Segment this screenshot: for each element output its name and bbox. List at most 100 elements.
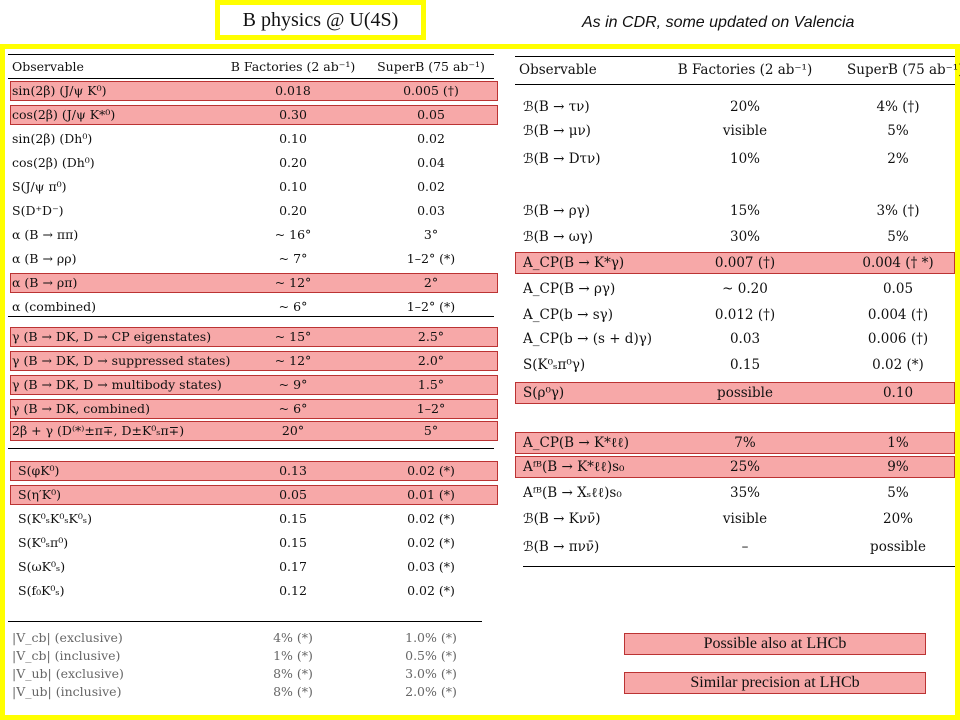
bfactories-cell: 0.05 [279, 487, 307, 502]
highlight-lhcb [10, 375, 498, 395]
observable-cell: α (B → ρρ) [12, 251, 77, 266]
observable-cell: γ (B → DK, D → multibody states) [12, 377, 222, 392]
superb-cell: 0.02 (*) [872, 357, 924, 373]
superb-cell: 3° [423, 227, 439, 242]
highlight-lhcb [515, 456, 955, 478]
observable-cell: sin(2β) (J/ψ K⁰) [12, 83, 107, 98]
highlight-lhcb [10, 351, 498, 371]
bfactories-cell: 7% [734, 435, 756, 451]
table-row: ℬ(B → ωγ) 30% 5% [515, 228, 955, 246]
observable-cell: ℬ(B → Dτν) [523, 151, 601, 167]
table-rule [8, 621, 482, 622]
superb-cell: 0.006 (†) [867, 331, 929, 347]
observable-cell: S(J/ψ π⁰) [12, 179, 67, 194]
highlight-lhcb [10, 485, 498, 505]
superb-cell: 0.01 (*) [407, 487, 455, 502]
superb-cell: 20% [882, 511, 913, 527]
superb-cell: 3% (†) [876, 203, 920, 219]
table-rule [8, 54, 494, 55]
observable-cell: γ (B → DK, D → suppressed states) [12, 353, 231, 368]
bfactories-cell: 0.10 [279, 131, 307, 146]
table-row: cos(2β) (Dh⁰) 0.20 0.04 [8, 154, 494, 172]
superb-cell: 1–2° (*) [406, 251, 456, 266]
highlight-lhcb [10, 273, 498, 293]
right-table: Observable B Factories (2 ab⁻¹) SuperB (… [515, 54, 960, 574]
table-rule [515, 56, 955, 57]
bfactories-cell: 8% (*) [273, 684, 313, 699]
bfactories-cell: 0.007 (†) [714, 255, 776, 271]
bfactories-cell: 0.30 [279, 107, 307, 122]
bfactories-cell: 0.20 [279, 155, 307, 170]
observable-cell: S(φK⁰) [18, 463, 60, 478]
observable-cell: γ (B → DK, D → CP eigenstates) [12, 329, 212, 344]
observable-cell: A_CP(b → (s + d)γ) [523, 331, 653, 347]
superb-cell: 0.03 [417, 203, 445, 218]
table-row: S(D⁺D⁻) 0.20 0.03 [8, 202, 494, 220]
observable-cell: S(K⁰ₛπ⁰) [18, 535, 69, 550]
table-rule [8, 448, 494, 449]
bfactories-cell: 0.13 [279, 463, 307, 478]
superb-cell: 0.02 (*) [407, 511, 455, 526]
table-row: α (combined) ~ 6° 1–2° (*) [8, 298, 494, 316]
highlight-lhcb [10, 399, 498, 419]
observable-cell: γ (B → DK, combined) [12, 401, 150, 416]
superb-cell: 0.10 [882, 385, 914, 401]
table-row: A_CP(b → sγ) 0.012 (†) 0.004 (†) [515, 306, 955, 324]
observable-cell: A_CP(B → K*ℓℓ) [523, 435, 630, 451]
observable-cell: cos(2β) (Dh⁰) [12, 155, 95, 170]
table-header-row: Observable B Factories (2 ab⁻¹) SuperB (… [515, 61, 960, 79]
table-row: |V_ub| (inclusive) 8% (*) 2.0% (*) [8, 684, 494, 700]
observable-cell: ℬ(B → μν) [523, 123, 591, 139]
header-note: As in CDR, some updated on Valencia [582, 14, 855, 31]
observable-cell: |V_cb| (inclusive) [12, 648, 121, 663]
table-row: |V_cb| (inclusive) 1% (*) 0.5% (*) [8, 648, 494, 664]
superb-cell: 0.05 [417, 107, 445, 122]
table-row: cos(2β) (J/ψ K*⁰) 0.30 0.05 [8, 106, 494, 124]
bfactories-cell: 0.10 [279, 179, 307, 194]
superb-cell: 5° [423, 423, 439, 438]
superb-cell: 0.005 (†) [403, 83, 459, 98]
table-row: ℬ(B → πνν̄) – possible [515, 538, 955, 556]
superb-cell: 0.05 [882, 281, 914, 297]
table-row: S(f₀K⁰ₛ) 0.12 0.02 (*) [8, 582, 494, 600]
bfactories-cell: 0.15 [729, 357, 761, 373]
observable-cell: |V_ub| (exclusive) [12, 666, 124, 681]
table-row: S(η′K⁰) 0.05 0.01 (*) [8, 486, 494, 504]
observable-cell: Aᶠᴮ(B → K*ℓℓ)s₀ [523, 459, 625, 475]
superb-cell: 5% [887, 123, 909, 139]
table-row: A_CP(b → (s + d)γ) 0.03 0.006 (†) [515, 330, 955, 348]
table-rule [8, 316, 494, 317]
superb-cell: 3.0% (*) [405, 666, 457, 681]
table-row: Aᶠᴮ(B → K*ℓℓ)s₀ 25% 9% [515, 458, 955, 476]
table-row: ℬ(B → μν) visible 5% [515, 122, 955, 140]
bfactories-cell: 20% [729, 99, 760, 115]
observable-cell: sin(2β) (Dh⁰) [12, 131, 93, 146]
table-row: α (B → ρρ) ~ 7° 1–2° (*) [8, 250, 494, 268]
observable-cell: cos(2β) (J/ψ K*⁰) [12, 107, 116, 122]
table-row: ℬ(B → Kνν̄) visible 20% [515, 510, 955, 528]
observable-cell: S(ρ⁰γ) [523, 385, 565, 401]
bfactories-cell: 0.018 [275, 83, 311, 98]
highlight-lhcb [10, 81, 498, 101]
table-row: S(K⁰ₛK⁰ₛK⁰ₛ) 0.15 0.02 (*) [8, 510, 494, 528]
table-row: γ (B → DK, combined) ~ 6° 1–2° [8, 400, 494, 418]
highlight-lhcb [515, 382, 955, 404]
bfactories-cell: ~ 12° [274, 275, 312, 290]
observable-cell: α (B → ππ) [12, 227, 79, 242]
bfactories-cell: 35% [729, 485, 760, 501]
bfactories-cell: visible [722, 123, 768, 139]
header-superb: SuperB (75 ab⁻¹) [847, 62, 960, 78]
bfactories-cell: 30% [729, 229, 760, 245]
bfactories-cell: 0.03 [729, 331, 761, 347]
bfactories-cell: 0.12 [279, 583, 307, 598]
content-frame [0, 44, 960, 720]
table-row: γ (B → DK, D → CP eigenstates) ~ 15° 2.5° [8, 328, 494, 346]
bfactories-cell: visible [722, 511, 768, 527]
observable-cell: S(f₀K⁰ₛ) [18, 583, 65, 598]
slide-title: B physics @ U(4S) [215, 0, 426, 40]
table-row: 2β + γ (D⁽*⁾±π∓, D±K⁰ₛπ∓) 20° 5° [8, 422, 494, 440]
superb-cell: 0.004 († *) [862, 255, 934, 271]
highlight-lhcb [515, 252, 955, 274]
table-row: γ (B → DK, D → suppressed states) ~ 12° 2.… [8, 352, 494, 370]
table-row: S(φK⁰) 0.13 0.02 (*) [8, 462, 494, 480]
